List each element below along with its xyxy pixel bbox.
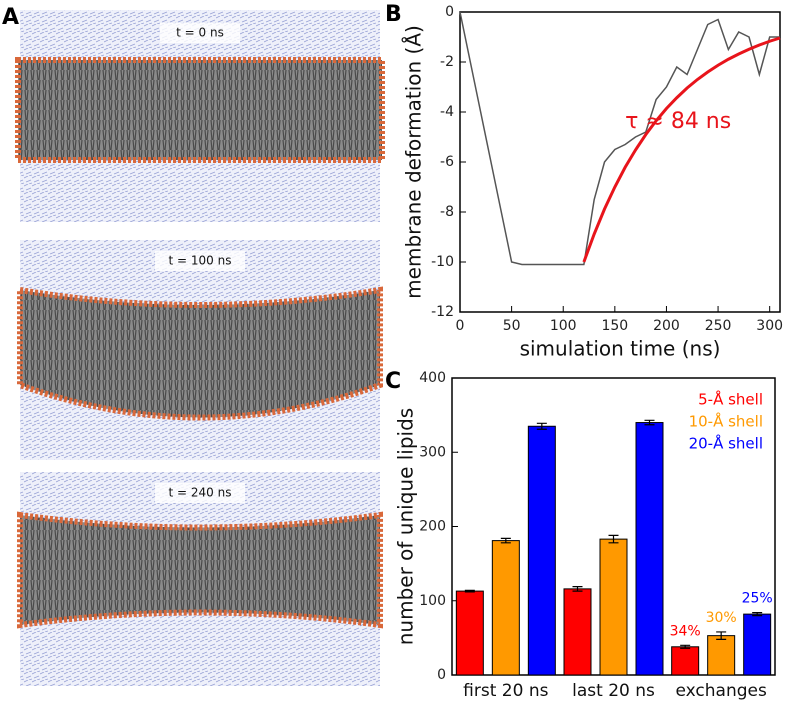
annotation: τ ≈ 84 ns [625,109,731,134]
x-tick-label: last 20 ns [572,681,655,701]
x-tick-label: 100 [550,318,577,334]
error-bar [464,589,475,593]
panel-label: A [2,5,19,30]
panel-label: B [385,2,402,27]
y-tick-label: 0 [437,667,446,683]
x-tick-label: 0 [456,318,465,334]
y-tick-label: -12 [431,304,454,320]
snapshot-caption: t = 240 ns [169,486,232,500]
bar [635,422,664,676]
x-tick-label: exchanges [675,681,766,701]
snapshot-caption: t = 0 ns [176,26,224,40]
y-tick-label: -2 [440,54,454,70]
y-tick-label: 300 [419,444,446,460]
error-bar [608,534,619,544]
bar [599,538,628,676]
y-tick-label: -10 [431,254,454,270]
y-tick-label: -6 [440,154,454,170]
data-line [459,11,780,266]
x-tick-label: 150 [601,318,628,334]
error-bar [680,644,691,649]
legend-entry: 20-Å shell [689,434,763,453]
y-axis-label: membrane deformation (Å) [402,25,426,299]
y-axis-label: number of unique lipids [394,408,418,645]
percent-label: 25% [742,591,773,607]
bar [527,425,556,676]
error-bar [716,631,727,640]
x-tick-label: 250 [705,318,732,334]
y-tick-label: 100 [419,593,446,609]
x-tick-label: 50 [503,318,521,334]
bar [707,635,736,676]
error-bar [572,586,583,592]
bar [455,590,484,676]
y-tick-label: 200 [419,519,446,535]
snapshot-caption: t = 100 ns [169,254,232,268]
panel-label: C [385,369,401,394]
bar [671,646,700,676]
snapshot: t = 240 ns [17,472,383,686]
percent-label: 34% [670,623,701,639]
y-tick-label: -8 [440,204,454,220]
error-bar [752,612,763,617]
error-bar [644,419,655,426]
error-bar [500,537,511,544]
snapshot: t = 100 ns [17,240,383,460]
legend-entry: 10-Å shell [689,412,763,431]
error-bar [536,422,547,430]
legend-entry: 5-Å shell [698,390,763,409]
y-tick-label: 0 [445,4,454,20]
y-tick-label: -4 [440,104,454,120]
x-tick-label: 300 [756,318,783,334]
bar [563,588,592,676]
bar [743,613,772,676]
x-tick-label: first 20 ns [463,681,548,701]
data-line [582,36,781,263]
bar [491,540,520,676]
percent-label: 30% [706,610,737,626]
x-tick-label: 200 [653,318,680,334]
y-tick-label: 400 [419,370,446,386]
snapshot: t = 0 ns [15,10,385,222]
x-axis-label: simulation time (ns) [520,337,721,361]
